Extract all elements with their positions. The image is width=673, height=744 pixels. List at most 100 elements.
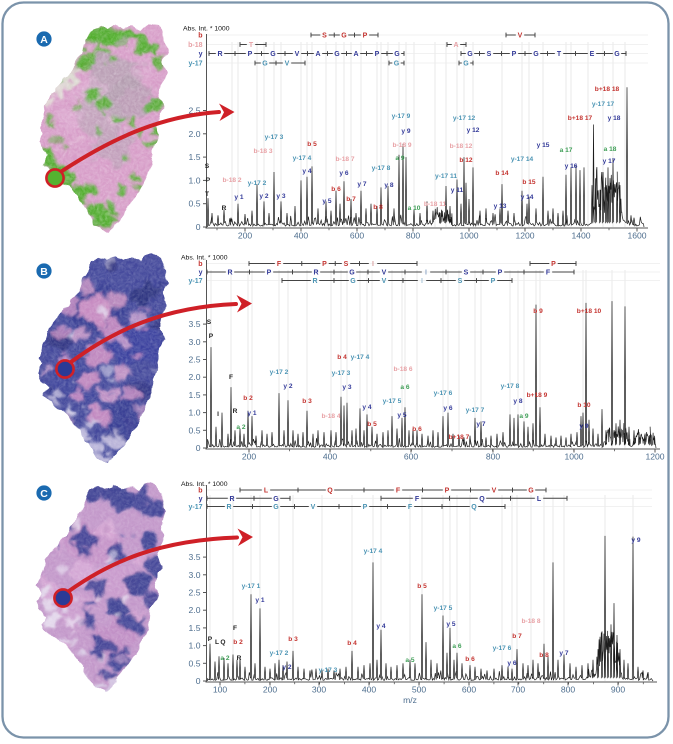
svg-text:R: R (237, 655, 242, 662)
svg-text:b-18 6: b-18 6 (393, 366, 412, 373)
svg-text:y-17 3: y-17 3 (332, 370, 351, 377)
svg-text:b 5: b 5 (307, 141, 317, 148)
svg-text:I: I (372, 261, 374, 268)
svg-text:y 1: y 1 (247, 410, 256, 417)
svg-text:y 2: y 2 (282, 664, 291, 671)
svg-text:y-17 12: y-17 12 (453, 115, 476, 122)
svg-text:F: F (277, 261, 282, 268)
svg-text:200: 200 (263, 685, 278, 695)
svg-text:1600: 1600 (627, 231, 646, 241)
svg-text:y 15: y 15 (537, 142, 550, 149)
svg-text:y-17 5: y-17 5 (434, 605, 453, 612)
svg-text:1.0: 1.0 (189, 175, 201, 185)
svg-text:R: R (313, 270, 318, 277)
svg-text:P: P (551, 261, 556, 268)
svg-text:600: 600 (462, 685, 477, 695)
svg-text:b-18 3: b-18 3 (253, 148, 272, 155)
svg-text:y-17 5: y-17 5 (383, 398, 402, 405)
svg-text:I: I (425, 270, 427, 277)
svg-text:S: S (464, 270, 469, 277)
svg-text:b 15: b 15 (522, 179, 536, 186)
svg-text:y 5: y 5 (322, 198, 331, 205)
svg-text:F: F (415, 496, 420, 503)
svg-text:200: 200 (242, 452, 257, 462)
svg-text:b 6: b 6 (412, 426, 422, 433)
svg-text:a 2: a 2 (220, 655, 229, 662)
svg-text:b 4: b 4 (337, 354, 347, 361)
svg-text:y-17 4: y-17 4 (351, 354, 370, 361)
svg-text:y 9: y 9 (401, 128, 410, 135)
svg-text:Abs. Int. * 1000: Abs. Int. * 1000 (181, 255, 228, 262)
svg-text:y-17 7: y-17 7 (466, 407, 485, 414)
svg-text:F: F (233, 625, 237, 632)
svg-text:b 6: b 6 (331, 186, 341, 193)
svg-text:S: S (344, 261, 349, 268)
svg-text:V: V (285, 61, 290, 68)
svg-text:1200: 1200 (515, 231, 534, 241)
svg-text:y 18: y 18 (608, 115, 621, 122)
svg-text:0.5: 0.5 (189, 658, 201, 668)
svg-text:Abs. Int. * 1000: Abs. Int. * 1000 (183, 26, 230, 33)
svg-text:b-18 11: b-18 11 (424, 201, 447, 208)
svg-text:2.0: 2.0 (189, 372, 201, 382)
svg-text:3.5: 3.5 (189, 552, 201, 562)
svg-text:2.5: 2.5 (189, 355, 201, 365)
svg-text:b 7: b 7 (346, 196, 356, 203)
svg-text:a 18: a 18 (604, 146, 617, 153)
svg-text:V: V (311, 504, 316, 511)
svg-text:y-17 4: y-17 4 (364, 548, 383, 555)
svg-text:P: P (209, 333, 214, 340)
svg-text:y 2: y 2 (283, 383, 292, 390)
svg-text:R: R (233, 408, 238, 415)
svg-text:G: G (467, 51, 473, 58)
svg-text:b: b (198, 488, 202, 495)
svg-text:y-17 2: y-17 2 (270, 369, 289, 376)
svg-text:b-18: b-18 (188, 42, 203, 49)
svg-text:0: 0 (196, 222, 201, 232)
svg-text:1400: 1400 (571, 231, 590, 241)
svg-text:400: 400 (294, 231, 309, 241)
svg-text:900: 900 (611, 685, 626, 695)
svg-text:y 11: y 11 (451, 187, 464, 194)
svg-text:b-18 9: b-18 9 (392, 142, 411, 149)
svg-text:y-17 1: y-17 1 (242, 583, 261, 590)
svg-text:m/z: m/z (403, 695, 417, 705)
svg-text:P: P (512, 51, 517, 58)
svg-text:3.0: 3.0 (189, 570, 201, 580)
svg-text:y 6: y 6 (339, 170, 348, 177)
svg-text:y 16: y 16 (565, 163, 578, 170)
svg-text:2.5: 2.5 (189, 588, 201, 598)
svg-text:0.5: 0.5 (189, 199, 201, 209)
svg-text:b-18 8: b-18 8 (521, 618, 540, 625)
svg-text:P: P (206, 177, 211, 184)
svg-text:Q: Q (471, 504, 477, 511)
svg-text:G: G (533, 51, 539, 58)
svg-text:y 6: y 6 (443, 405, 452, 412)
svg-text:G: G (463, 61, 469, 68)
svg-text:y-17 17: y-17 17 (592, 101, 615, 108)
svg-text:b 12: b 12 (459, 157, 473, 164)
svg-text:V: V (492, 488, 497, 495)
svg-text:I: I (421, 278, 423, 285)
svg-text:F: F (546, 270, 551, 277)
svg-text:T: T (557, 51, 562, 58)
svg-text:R: R (226, 504, 231, 511)
svg-text:I: I (217, 411, 219, 418)
svg-text:A: A (315, 51, 320, 58)
svg-text:F: F (229, 374, 233, 381)
svg-text:G: G (350, 278, 356, 285)
svg-text:y-17 6: y-17 6 (434, 390, 453, 397)
svg-text:a 6: a 6 (452, 643, 461, 650)
svg-text:G: G (341, 33, 347, 40)
svg-text:3.5: 3.5 (189, 319, 201, 329)
svg-text:0.5: 0.5 (189, 425, 201, 435)
svg-text:L: L (537, 496, 542, 503)
svg-text:y 17: y 17 (603, 158, 616, 165)
svg-text:y 4: y 4 (362, 404, 371, 411)
svg-text:y-17 8: y-17 8 (372, 165, 391, 172)
svg-text:y-17: y-17 (188, 504, 202, 511)
svg-text:y-17 3: y-17 3 (265, 134, 284, 141)
svg-text:y 5: y 5 (397, 412, 406, 419)
svg-text:y 6: y 6 (507, 660, 516, 667)
svg-text:S: S (205, 163, 210, 170)
